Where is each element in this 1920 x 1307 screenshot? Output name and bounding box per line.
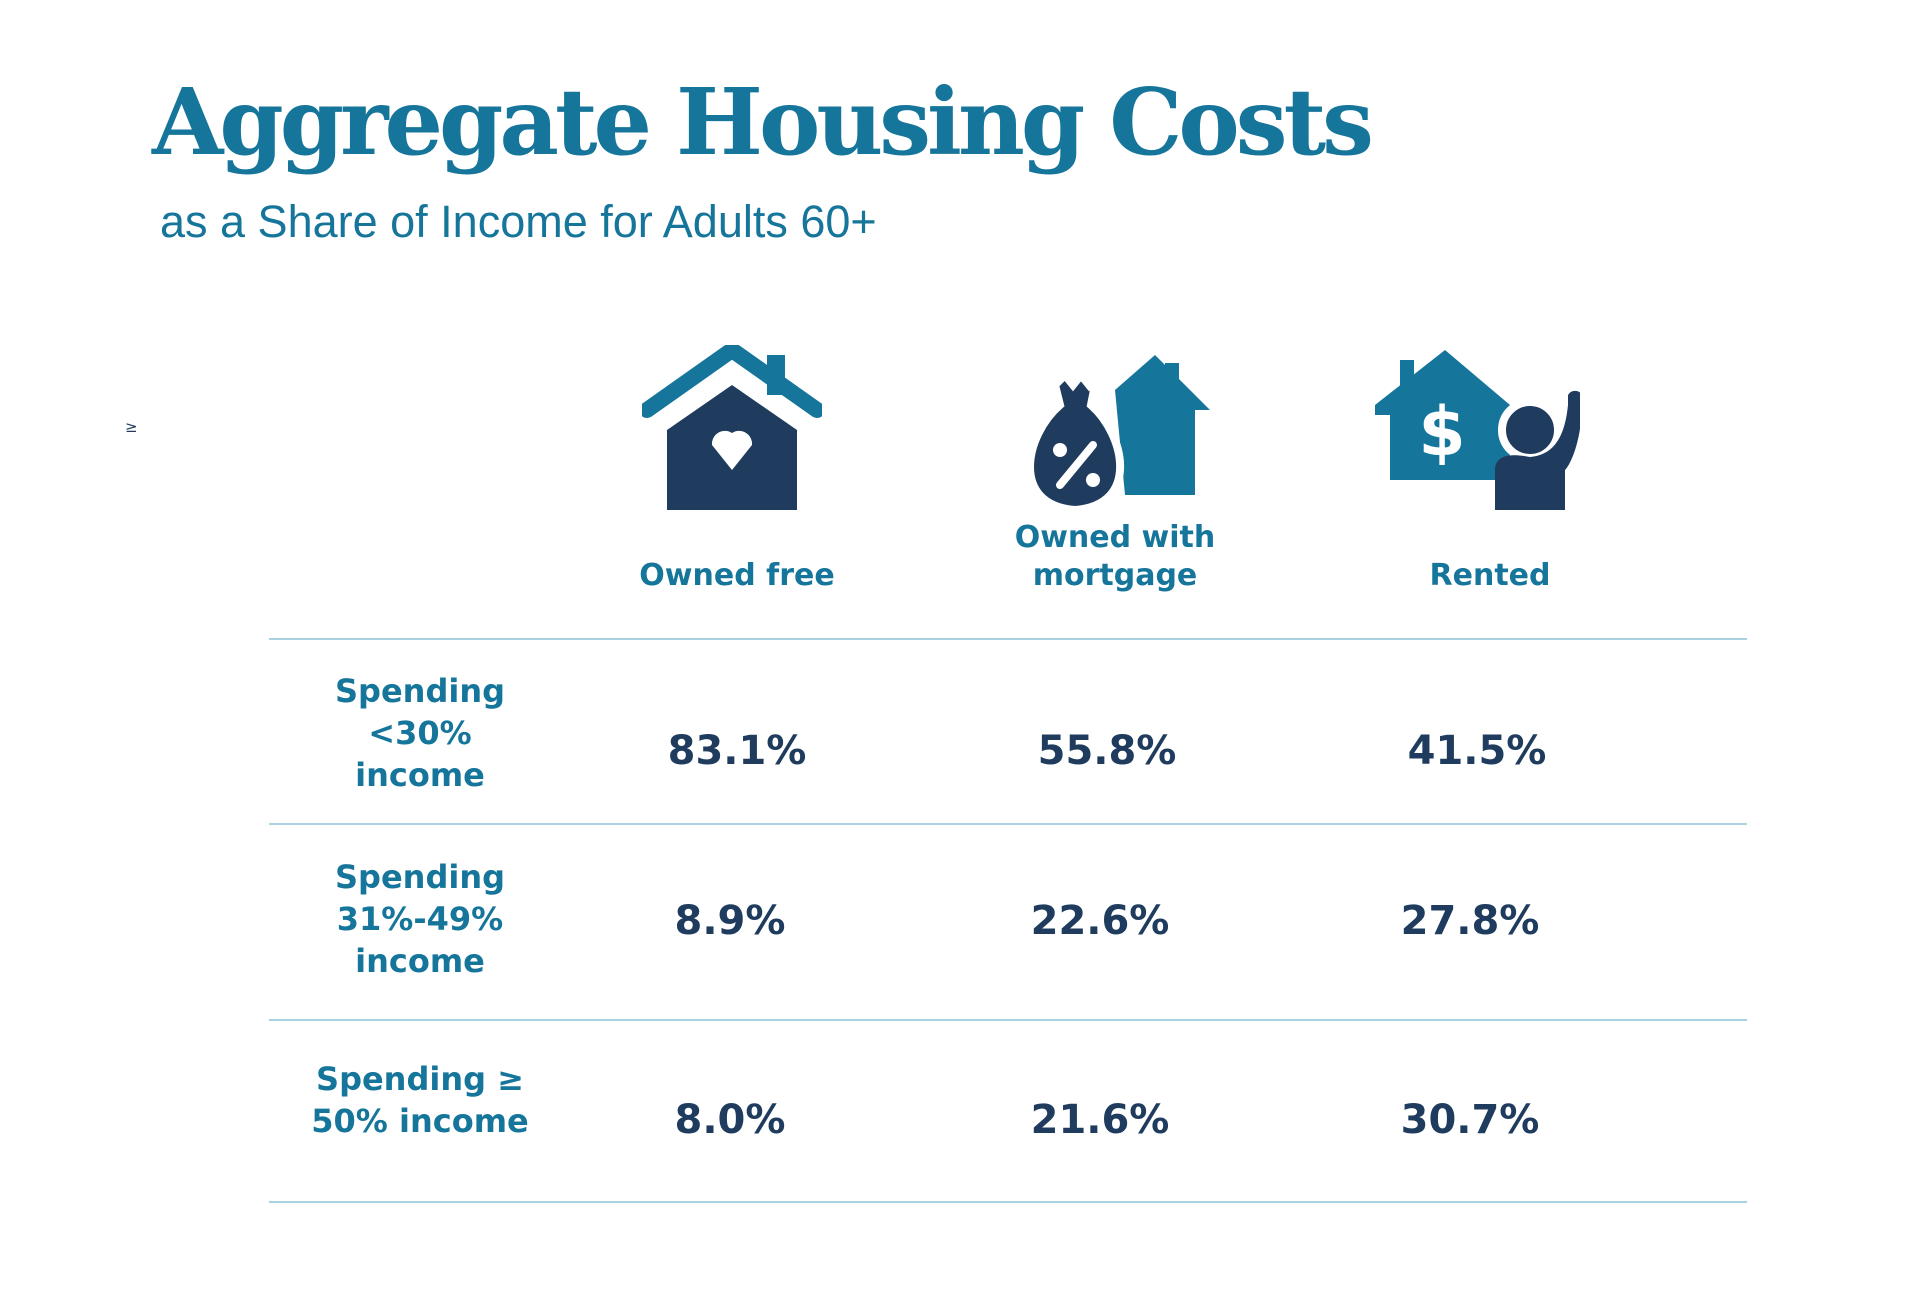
house-dollar-person-icon: $ xyxy=(1375,350,1580,510)
page-subtitle: as a Share of Income for Adults 60+ xyxy=(160,196,877,247)
row-label: Spending ≥ 50% income xyxy=(311,1060,529,1140)
divider xyxy=(269,1201,1747,1203)
house-heart-icon xyxy=(642,345,822,510)
value-cell: 21.6% xyxy=(1030,1097,1170,1143)
value-cell: 30.7% xyxy=(1400,1097,1540,1143)
value-cell: 83.1% xyxy=(667,728,807,774)
column-label-owned-mortgage: Owned with mortgage xyxy=(1014,520,1216,593)
value-cell: 55.8% xyxy=(1037,728,1177,774)
row-label: Spending 31%-49% income xyxy=(335,858,505,980)
value-cell: 41.5% xyxy=(1407,728,1547,774)
money-bag-house-icon xyxy=(1026,355,1210,515)
value-cell: 8.9% xyxy=(674,898,786,944)
divider xyxy=(269,1019,1747,1021)
column-rented: $ xyxy=(1325,345,1625,515)
row-label: Spending <30% income xyxy=(335,672,505,794)
divider xyxy=(269,823,1747,825)
divider xyxy=(269,638,1747,640)
column-owned-free xyxy=(582,345,882,515)
column-label-rented: Rented xyxy=(1429,558,1551,593)
value-cell: 8.0% xyxy=(674,1097,786,1143)
svg-text:$: $ xyxy=(1418,393,1465,472)
stray-symbol: ≥ xyxy=(125,418,138,436)
value-cell: 22.6% xyxy=(1030,898,1170,944)
column-owned-mortgage xyxy=(965,345,1265,515)
column-label-owned-free: Owned free xyxy=(639,558,835,593)
value-cell: 27.8% xyxy=(1400,898,1540,944)
page-title: Aggregate Housing Costs xyxy=(152,68,1374,176)
